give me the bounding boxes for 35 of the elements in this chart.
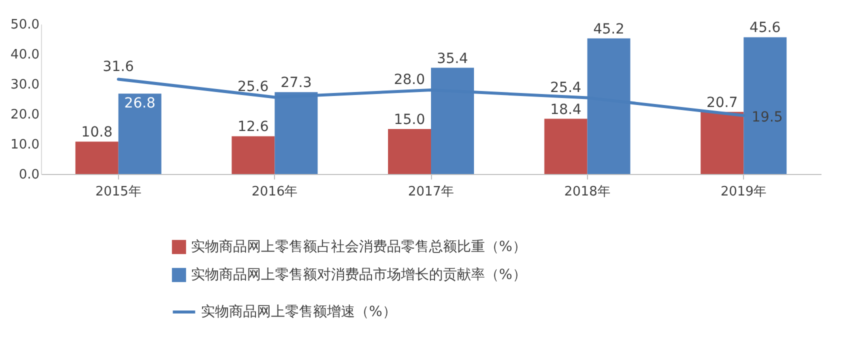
- x-tick-label: 2016年: [252, 184, 298, 200]
- bar: [544, 118, 588, 174]
- data-label: 45.6: [750, 20, 781, 36]
- data-label: 26.8: [124, 96, 156, 112]
- data-label: 15.0: [394, 112, 426, 128]
- legend-label: 实物商品网上零售额增速（%）: [201, 304, 396, 320]
- x-tick-label: 2017年: [408, 184, 454, 200]
- bar: [232, 136, 275, 174]
- bar: [75, 142, 118, 174]
- y-tick-label: 10.0: [10, 138, 40, 152]
- data-label: 35.4: [436, 50, 468, 67]
- y-tick-label: 30.0: [10, 78, 40, 92]
- data-label: 20.7: [706, 94, 738, 111]
- x-tick-label: 2015年: [95, 184, 142, 200]
- data-label: 10.8: [81, 124, 112, 141]
- data-label: 19.5: [752, 110, 783, 126]
- data-label: 31.6: [102, 59, 134, 76]
- legend-label: 实物商品网上零售额占社会消费品零售总额比重（%）: [191, 239, 526, 255]
- data-label: 25.6: [238, 79, 269, 96]
- x-tick-label: 2019年: [720, 184, 767, 200]
- data-label: 12.6: [238, 119, 269, 136]
- bar: [388, 129, 431, 174]
- data-label: 28.0: [394, 72, 425, 88]
- data-label: 27.3: [280, 75, 312, 92]
- bar: [118, 94, 162, 174]
- bar: [700, 112, 744, 174]
- data-label: 45.2: [593, 21, 624, 38]
- y-tick-label: 50.0: [10, 18, 40, 32]
- y-tick-label: 0.0: [18, 168, 40, 182]
- y-tick-label: 40.0: [10, 48, 40, 62]
- data-label: 18.4: [550, 102, 582, 118]
- y-tick-label: 20.0: [10, 108, 40, 122]
- x-tick-label: 2018年: [564, 184, 610, 200]
- data-label: 25.4: [550, 80, 582, 96]
- legend-label: 实物商品网上零售额对消费品市场增长的贡献率（%）: [191, 267, 526, 283]
